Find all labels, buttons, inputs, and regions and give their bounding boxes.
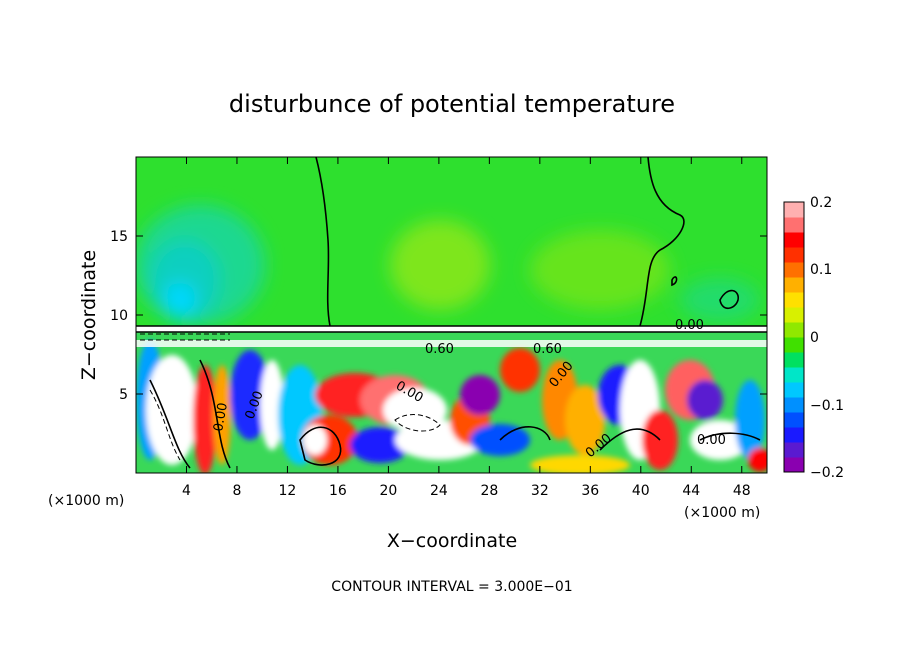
x-tick-label: 4	[182, 483, 191, 499]
colorbar-swatch	[784, 382, 804, 398]
x-axis-title: X−coordinate	[387, 530, 517, 552]
x-tick-label: 48	[733, 483, 751, 499]
colorbar-label: −0.1	[810, 398, 844, 414]
x-tick-label: 36	[581, 483, 599, 499]
dashed-contours	[140, 333, 441, 461]
y-tick-label: 5	[119, 387, 128, 403]
colorbar-swatch	[784, 262, 804, 278]
plot-field	[136, 157, 767, 473]
colorbar-swatch	[784, 337, 804, 353]
colorbar-swatch	[784, 442, 804, 458]
colorbar-frame	[783, 201, 805, 473]
contour-lines	[136, 157, 767, 469]
x-tick-label: 32	[531, 483, 549, 499]
y-axis-ticks: 5 10 15	[110, 229, 767, 403]
x-tick-label: 16	[329, 483, 347, 499]
x-axis-ticks: 4 8 12 16 20 24 28 32 36 40 44 48	[182, 157, 751, 499]
x-tick-label: 44	[682, 483, 700, 499]
x-tick-label: 20	[379, 483, 397, 499]
y-tick-label: 15	[110, 229, 128, 245]
colorbar-swatch	[784, 232, 804, 248]
contour-interval-note: CONTOUR INTERVAL = 3.000E−01	[331, 579, 572, 595]
lower-turbulence	[136, 340, 767, 473]
z-unit-label: (×1000 m)	[48, 493, 124, 509]
x-tick-label: 8	[232, 483, 241, 499]
colorbar-swatch	[784, 352, 804, 368]
x-tick-label: 12	[279, 483, 297, 499]
contour-label: 0.00	[675, 318, 704, 333]
y-axis-title: Z−coordinate	[78, 250, 100, 380]
interface-band	[136, 326, 767, 332]
x-tick-label: 40	[632, 483, 650, 499]
colorbar-swatch	[784, 412, 804, 428]
colorbar-swatch	[784, 457, 804, 473]
contour-label: 0.00	[697, 433, 726, 448]
colorbar-swatch	[784, 277, 804, 293]
colorbar-label: 0	[810, 330, 819, 346]
colorbar-swatch	[784, 292, 804, 308]
colorbar-labels: 0.2 0.1 0 −0.1 −0.2	[810, 195, 844, 481]
colorbar-swatch	[784, 397, 804, 413]
x-tick-label: 28	[480, 483, 498, 499]
colorbar-swatch	[784, 322, 804, 338]
colorbar-swatch	[784, 367, 804, 383]
contour-label: 0.60	[425, 342, 454, 357]
colorbar-label: 0.1	[810, 262, 832, 278]
contour-label: 0.60	[533, 342, 562, 357]
colorbar-swatch	[784, 247, 804, 263]
chart-title: disturbunce of potential temperature	[229, 90, 675, 118]
y-tick-label: 10	[110, 308, 128, 324]
colorbar-swatch	[784, 217, 804, 233]
x-unit-label: (×1000 m)	[684, 505, 760, 521]
interface-band-lower	[136, 340, 767, 347]
colorbar-swatch	[784, 427, 804, 443]
x-tick-label: 24	[430, 483, 448, 499]
colorbar-label: 0.2	[810, 195, 832, 211]
colorbar-label: −0.2	[810, 465, 844, 481]
colorbar-swatch	[784, 202, 804, 218]
contour-label: 0.00	[211, 402, 231, 433]
colorbar-swatch	[784, 307, 804, 323]
colorbar	[784, 202, 804, 473]
